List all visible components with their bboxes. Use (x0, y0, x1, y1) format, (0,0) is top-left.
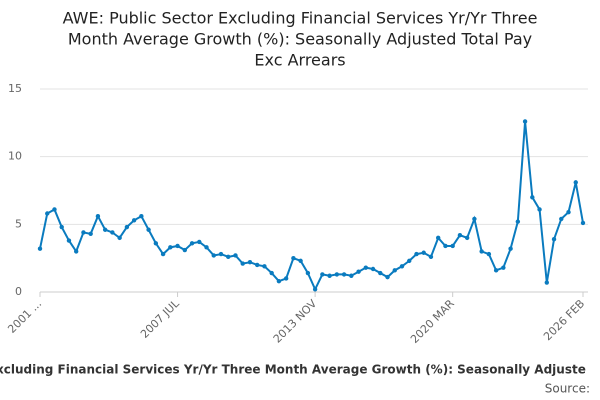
point (52, 207, 57, 212)
point (327, 273, 332, 278)
point (566, 209, 571, 215)
point (276, 278, 282, 284)
x-tick-label: 2007 JUL (138, 296, 182, 340)
point (139, 214, 144, 219)
point (414, 251, 419, 257)
footer-title: xcluding Financial Services Yr/Yr Three … (0, 363, 586, 377)
point (363, 265, 368, 270)
point (501, 265, 506, 270)
point (428, 254, 434, 260)
point (131, 218, 137, 223)
point (334, 272, 340, 277)
point (486, 251, 492, 257)
point (312, 287, 318, 292)
point (117, 235, 122, 241)
x-tick-label: 2026 FEB (541, 297, 587, 343)
chart-title: AWE: Public Sector Excluding Financial S… (63, 9, 538, 28)
point (537, 207, 542, 212)
point (240, 261, 245, 266)
point (45, 211, 50, 216)
point (298, 258, 303, 264)
chart-title: Month Average Growth (%): Seasonally Adj… (68, 30, 532, 49)
x-tick-label: 2013 NOV (271, 297, 320, 346)
point (66, 238, 72, 243)
point (479, 249, 484, 254)
point (160, 251, 166, 257)
point (443, 243, 448, 249)
point (153, 241, 159, 246)
point (204, 245, 209, 250)
point (436, 235, 441, 241)
point (124, 224, 130, 230)
y-tick-label: 5 (15, 217, 22, 230)
point (197, 239, 202, 245)
point (305, 270, 311, 276)
point (283, 276, 289, 281)
point (262, 264, 267, 269)
point (291, 255, 296, 261)
line (39, 121, 584, 292)
point (530, 195, 535, 200)
point (551, 237, 557, 242)
point (559, 216, 564, 222)
point (508, 246, 513, 251)
point (218, 251, 224, 257)
point (580, 220, 586, 226)
point (110, 230, 115, 235)
y-tick-label: 0 (15, 285, 22, 298)
point (182, 247, 187, 253)
point (356, 269, 361, 274)
point (320, 272, 325, 277)
point (175, 243, 180, 249)
point (457, 232, 463, 238)
point (573, 180, 578, 185)
point (407, 258, 412, 264)
point (522, 119, 528, 124)
point (515, 219, 521, 224)
point (421, 250, 426, 255)
point (464, 235, 470, 241)
point (37, 246, 43, 251)
point (385, 274, 390, 280)
point (211, 253, 216, 258)
point (168, 245, 173, 250)
point (399, 264, 405, 269)
point (88, 231, 93, 237)
point (378, 270, 383, 276)
point (233, 253, 238, 258)
point (74, 249, 79, 254)
point (341, 272, 347, 277)
point (189, 241, 195, 246)
point (450, 243, 455, 249)
point (472, 216, 477, 222)
point (493, 268, 499, 273)
point (370, 266, 376, 272)
x-tick-label: 2001 ... (5, 297, 44, 336)
x-tick-label: 2020 MAR (408, 297, 457, 346)
source: Source: (545, 382, 590, 396)
point (349, 273, 354, 278)
point (59, 224, 64, 230)
point (81, 230, 86, 235)
point (102, 227, 108, 232)
point (146, 227, 151, 232)
y-tick-label: 15 (8, 82, 22, 95)
point (226, 254, 231, 260)
y-tick-label: 10 (8, 150, 22, 163)
point (247, 260, 253, 265)
point (392, 268, 397, 273)
point (269, 270, 274, 276)
point (544, 280, 549, 285)
point (255, 262, 260, 268)
point (95, 214, 101, 219)
chart-title: Exc Arrears (254, 51, 345, 70)
